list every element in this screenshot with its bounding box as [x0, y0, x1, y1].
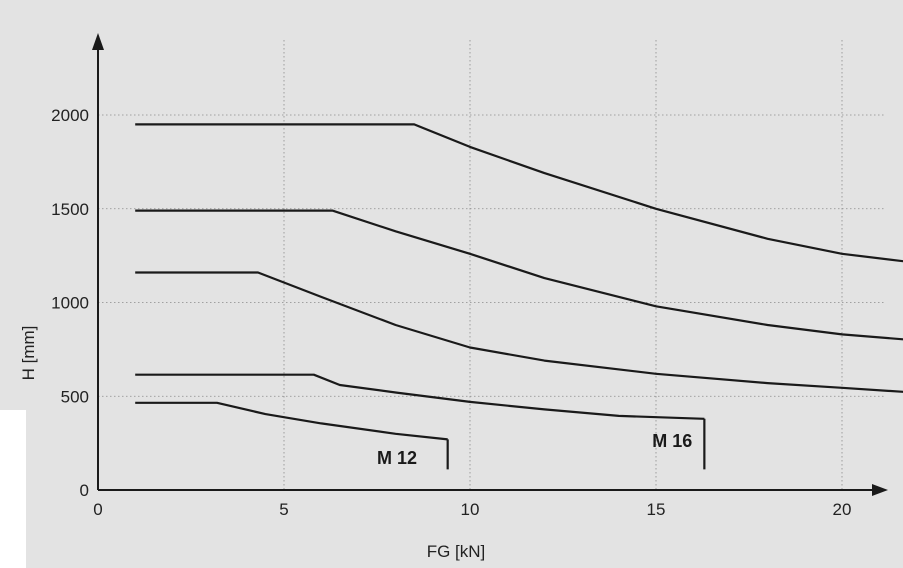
- y-tick-label: 2000: [51, 106, 89, 125]
- x-axis-title: FG [kN]: [427, 542, 486, 561]
- series-label: M 16: [652, 431, 692, 451]
- y-tick-label: 500: [61, 387, 89, 406]
- grid-lines: [98, 40, 885, 490]
- x-tick-label: 5: [279, 500, 288, 519]
- axes: [92, 33, 888, 496]
- x-tick-label: 0: [93, 500, 102, 519]
- series-line: [135, 123, 903, 263]
- y-tick-label: 0: [80, 481, 89, 500]
- y-tick-label: 1000: [51, 294, 89, 313]
- series-curves: [135, 123, 903, 470]
- series-labels: 1”3/4”1/2”M 16M 12: [377, 431, 692, 468]
- series-line: [135, 271, 903, 393]
- series-label: M 12: [377, 448, 417, 468]
- series-line: [135, 373, 705, 420]
- x-tick-labels: 05101520253035: [93, 500, 852, 519]
- series-line: [135, 209, 903, 341]
- y-tick-labels: 0 500 1000 1500 2000: [51, 106, 89, 500]
- y-axis-title: H [mm]: [19, 326, 38, 381]
- x-axis-arrow: [872, 484, 888, 496]
- x-tick-label: 10: [461, 500, 480, 519]
- x-tick-label: 15: [647, 500, 666, 519]
- x-tick-label: 20: [833, 500, 852, 519]
- series-line: [135, 401, 448, 441]
- y-tick-label: 1500: [51, 200, 89, 219]
- y-axis-arrow: [92, 33, 104, 50]
